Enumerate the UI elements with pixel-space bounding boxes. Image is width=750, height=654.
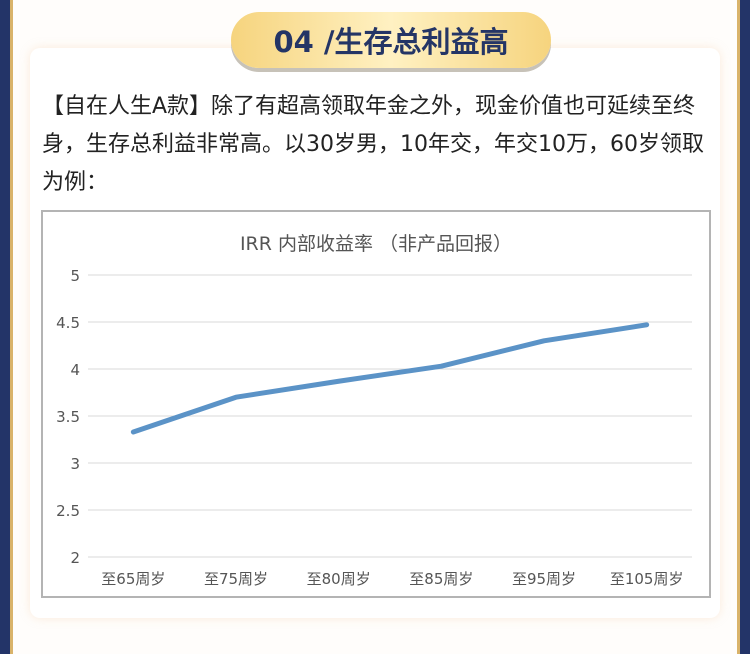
description-text: 【自在人生A款】除了有超高领取年金之外，现金价值也可延续至终身，生存总利益非常高… [42, 94, 704, 195]
irr-chart: IRR 内部收益率 （非产品回报） 2 2.5 3 3.5 4 4.5 5 至65周岁 至75周岁… [41, 210, 711, 598]
y-tick-label: 4.5 [56, 314, 80, 332]
y-tick-label: 3.5 [56, 408, 80, 426]
y-tick-label: 2 [70, 549, 80, 567]
x-tick-label: 至85周岁 [409, 570, 473, 588]
x-tick-label: 至95周岁 [512, 570, 576, 588]
x-tick-label: 至105周岁 [610, 570, 684, 588]
chart-svg: IRR 内部收益率 （非产品回报） 2 2.5 3 3.5 4 4.5 5 至65周岁 至75周岁… [56, 233, 692, 588]
irr-series-line [130, 322, 650, 435]
y-tick-label: 3 [70, 455, 80, 473]
y-tick-label: 2.5 [56, 502, 80, 520]
y-tick-label: 5 [70, 267, 80, 285]
x-tick-label: 至65周岁 [101, 570, 165, 588]
section-badge: 04 /生存总利益高 [231, 12, 551, 68]
x-tick-label: 至75周岁 [204, 570, 268, 588]
x-tick-label: 至80周岁 [307, 570, 371, 588]
chart-title: IRR 内部收益率 （非产品回报） [240, 233, 512, 255]
y-tick-label: 4 [70, 361, 80, 379]
